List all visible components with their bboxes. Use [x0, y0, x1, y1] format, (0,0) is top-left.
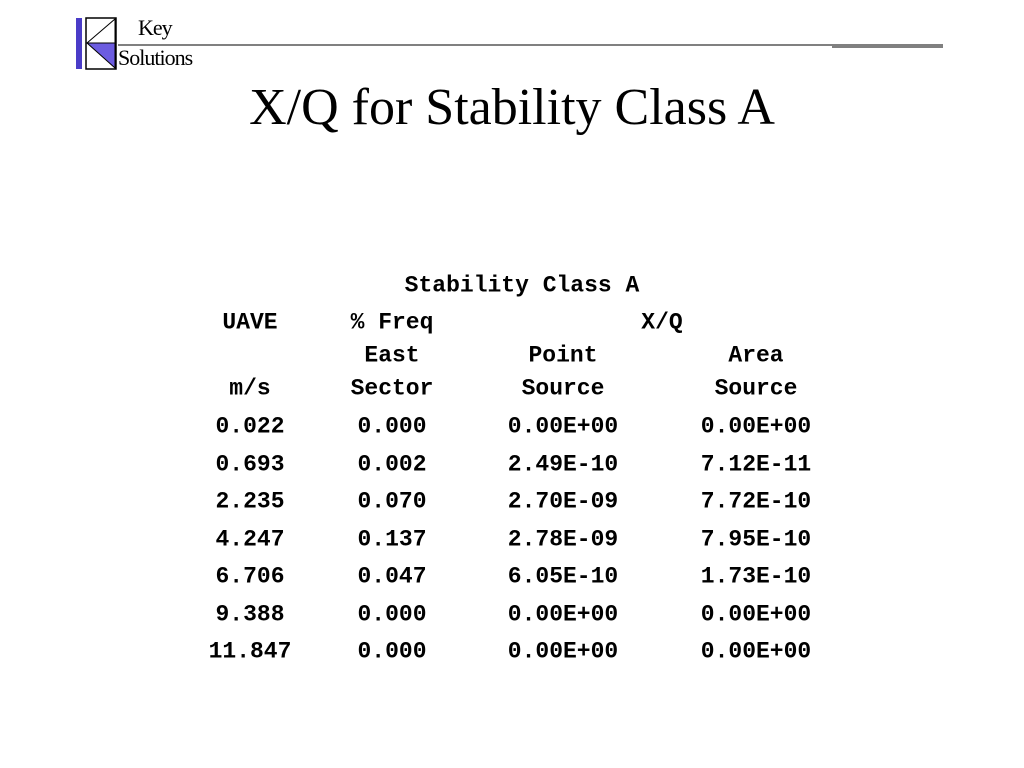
table-cell: 6.05E-10	[507, 563, 619, 590]
table-cell: 0.00E+00	[507, 601, 619, 627]
column-header: East	[364, 342, 420, 369]
table-cell: 2.70E-09	[507, 488, 619, 515]
column-header: Point	[528, 342, 598, 369]
logo-bar	[76, 18, 82, 69]
group-header: X/Q	[641, 309, 683, 336]
table-cell: 7.12E-11	[700, 451, 812, 477]
table-cell: 2.49E-10	[507, 451, 619, 477]
table-cell: 9.388	[215, 601, 285, 627]
table-cell: 0.070	[357, 488, 427, 515]
logo-tri-bottom	[85, 42, 116, 70]
table-cell: 0.047	[357, 563, 427, 590]
table-cell: 0.00E+00	[700, 638, 812, 665]
slide-title: X/Q for Stability Class A	[249, 79, 775, 136]
logo-line1: Key	[138, 15, 173, 40]
table-cell: 2.235	[215, 488, 285, 515]
table-cell: 0.137	[357, 526, 427, 552]
logo-graphics	[76, 17, 943, 70]
table-cell: 4.247	[215, 526, 285, 552]
table-cell: 0.693	[215, 451, 285, 477]
table-cell: 2.78E-09	[507, 526, 619, 552]
table-cell: 1.73E-10	[700, 563, 812, 590]
table-cell: 11.847	[208, 638, 292, 665]
table-cell: 0.000	[357, 413, 427, 440]
table-cell: 0.000	[357, 601, 427, 627]
column-header: Source	[521, 375, 605, 402]
table-cell: 0.002	[357, 451, 427, 477]
table-cell: 7.95E-10	[700, 526, 812, 552]
table-cell: 0.00E+00	[700, 601, 812, 627]
column-header: % Freq	[350, 309, 434, 336]
table-cell: 6.706	[215, 563, 285, 590]
table-cell: 0.00E+00	[507, 413, 619, 440]
table-caption: Stability Class A	[404, 272, 640, 299]
column-header: Source	[714, 375, 798, 402]
table-cell: 7.72E-10	[700, 488, 812, 515]
table-cell: 0.00E+00	[700, 413, 812, 440]
column-header: Area	[728, 342, 784, 369]
logo-line2: Solutions	[118, 45, 193, 70]
table-cell: 0.022	[215, 413, 285, 440]
column-header: Sector	[350, 375, 434, 402]
column-header: m/s	[229, 375, 271, 402]
column-header: UAVE	[222, 309, 278, 336]
table-cell: 0.00E+00	[507, 638, 619, 665]
table-cell: 0.000	[357, 638, 427, 665]
